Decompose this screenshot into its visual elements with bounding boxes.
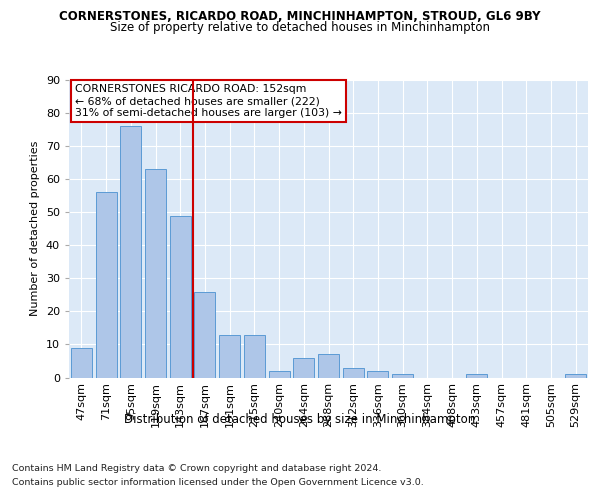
- Bar: [293, 358, 314, 378]
- Bar: [95, 192, 116, 378]
- Text: Distribution of detached houses by size in Minchinhampton: Distribution of detached houses by size …: [124, 412, 476, 426]
- Text: CORNERSTONES, RICARDO ROAD, MINCHINHAMPTON, STROUD, GL6 9BY: CORNERSTONES, RICARDO ROAD, MINCHINHAMPT…: [59, 10, 541, 23]
- Bar: [269, 371, 290, 378]
- Bar: [565, 374, 586, 378]
- Text: Contains HM Land Registry data © Crown copyright and database right 2024.: Contains HM Land Registry data © Crown c…: [12, 464, 382, 473]
- Bar: [244, 334, 265, 378]
- Text: Contains public sector information licensed under the Open Government Licence v3: Contains public sector information licen…: [12, 478, 424, 487]
- Bar: [145, 169, 166, 378]
- Bar: [343, 368, 364, 378]
- Bar: [318, 354, 339, 378]
- Text: CORNERSTONES RICARDO ROAD: 152sqm
← 68% of detached houses are smaller (222)
31%: CORNERSTONES RICARDO ROAD: 152sqm ← 68% …: [75, 84, 342, 117]
- Bar: [71, 348, 92, 378]
- Y-axis label: Number of detached properties: Number of detached properties: [30, 141, 40, 316]
- Text: Size of property relative to detached houses in Minchinhampton: Size of property relative to detached ho…: [110, 22, 490, 35]
- Bar: [392, 374, 413, 378]
- Bar: [120, 126, 141, 378]
- Bar: [367, 371, 388, 378]
- Bar: [170, 216, 191, 378]
- Bar: [466, 374, 487, 378]
- Bar: [194, 292, 215, 378]
- Bar: [219, 334, 240, 378]
